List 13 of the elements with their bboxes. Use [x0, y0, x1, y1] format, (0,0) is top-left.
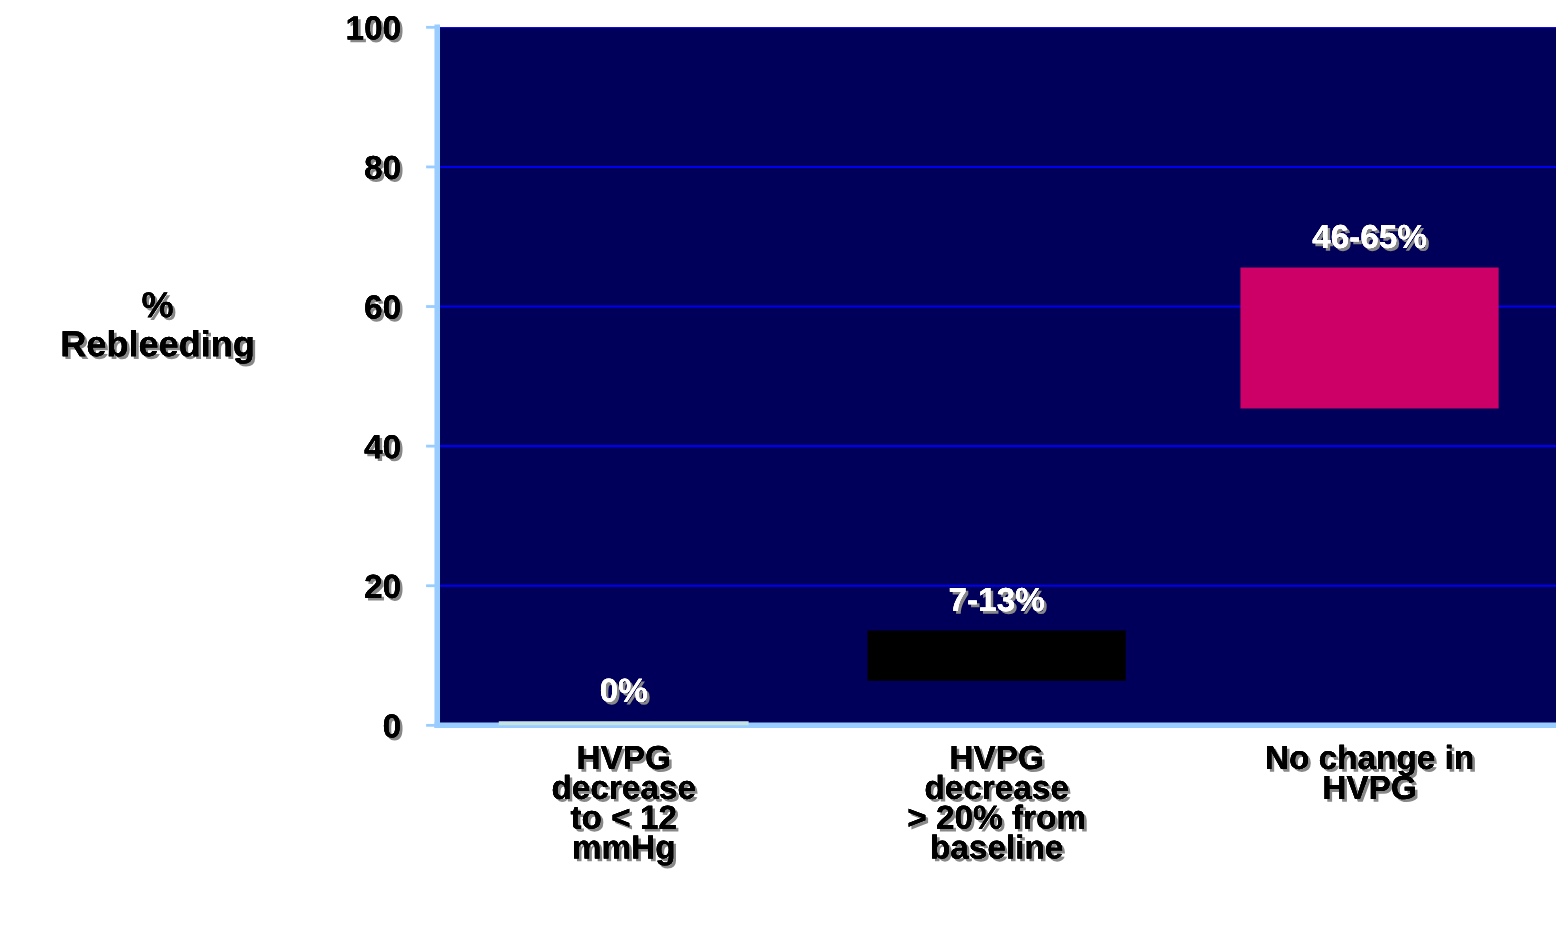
annotation: 7-13%: [949, 587, 1047, 615]
y-tick-label: 100: [347, 16, 403, 43]
y-tick-label: 60: [365, 295, 403, 322]
x-tick-label: HVPG decrease to < 12 mmHg: [552, 745, 698, 869]
x-tick-label: No change in HVPG: [1267, 744, 1475, 803]
y-tick-label: 20: [365, 574, 403, 601]
y-axis-title: % Rebleeding: [62, 292, 256, 367]
annotation: 46-65%: [1312, 224, 1429, 252]
y-tick-label: 40: [364, 434, 403, 462]
x-tick-label: HVPG decrease > 20% from baseline: [908, 745, 1087, 862]
y-tick-label: 80: [365, 155, 403, 183]
y-tick-label: 0: [383, 714, 403, 741]
annotation: 0%: [600, 678, 650, 705]
